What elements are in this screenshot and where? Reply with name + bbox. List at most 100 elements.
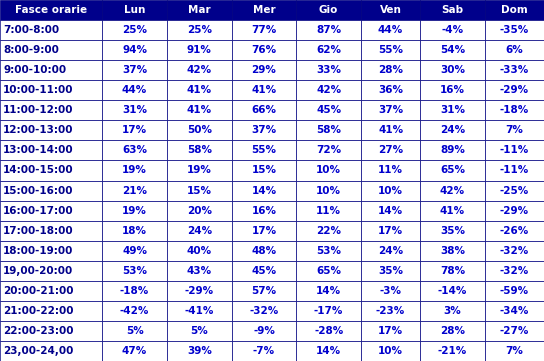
Bar (485, 100, 544, 120)
Text: -9%: -9% (253, 326, 275, 336)
Bar (0, 281, 102, 301)
Text: 18:00-19:00: 18:00-19:00 (3, 246, 73, 256)
Text: 72%: 72% (316, 145, 341, 156)
Bar (232, 281, 296, 301)
Bar (361, 341, 420, 361)
Text: -29%: -29% (500, 85, 529, 95)
Text: 7%: 7% (505, 346, 523, 356)
Text: 20:00-21:00: 20:00-21:00 (3, 286, 74, 296)
Bar (102, 301, 167, 321)
Text: 11:00-12:00: 11:00-12:00 (3, 105, 74, 115)
Bar (167, 341, 232, 361)
Text: -29%: -29% (500, 205, 529, 216)
Bar (420, 60, 485, 80)
Text: -7%: -7% (253, 346, 275, 356)
Bar (296, 20, 361, 40)
Bar (167, 321, 232, 341)
Bar (167, 60, 232, 80)
Text: 20%: 20% (187, 205, 212, 216)
Text: 58%: 58% (316, 125, 341, 135)
Bar (296, 140, 361, 160)
Bar (361, 100, 420, 120)
Text: 55%: 55% (378, 45, 403, 55)
Text: 49%: 49% (122, 246, 147, 256)
Bar (0, 60, 102, 80)
Bar (232, 261, 296, 281)
Text: 45%: 45% (316, 105, 341, 115)
Text: 10:00-11:00: 10:00-11:00 (3, 85, 74, 95)
Text: 30%: 30% (440, 65, 465, 75)
Text: -25%: -25% (500, 186, 529, 196)
Text: 66%: 66% (251, 105, 276, 115)
Text: 33%: 33% (316, 65, 341, 75)
Text: 17%: 17% (378, 226, 403, 236)
Text: 15%: 15% (251, 165, 276, 175)
Bar (0, 40, 102, 60)
Text: 25%: 25% (187, 25, 212, 35)
Bar (102, 281, 167, 301)
Text: 89%: 89% (440, 145, 465, 156)
Text: 65%: 65% (316, 266, 341, 276)
Text: 17:00-18:00: 17:00-18:00 (3, 226, 74, 236)
Bar (232, 120, 296, 140)
Text: -14%: -14% (438, 286, 467, 296)
Text: -23%: -23% (376, 306, 405, 316)
Text: -41%: -41% (184, 306, 214, 316)
Text: 37%: 37% (378, 105, 403, 115)
Text: 13:00-14:00: 13:00-14:00 (3, 145, 74, 156)
Bar (102, 100, 167, 120)
Text: -33%: -33% (500, 65, 529, 75)
Text: 11%: 11% (378, 165, 403, 175)
Bar (361, 301, 420, 321)
Bar (420, 120, 485, 140)
Text: 25%: 25% (122, 25, 147, 35)
Text: 16%: 16% (251, 205, 276, 216)
Text: -59%: -59% (500, 286, 529, 296)
Bar (167, 160, 232, 180)
Bar (420, 160, 485, 180)
Text: -26%: -26% (500, 226, 529, 236)
Bar (485, 241, 544, 261)
Bar (0, 140, 102, 160)
Bar (232, 201, 296, 221)
Bar (361, 40, 420, 60)
Text: 77%: 77% (251, 25, 276, 35)
Text: Ven: Ven (380, 5, 401, 15)
Bar (420, 321, 485, 341)
Bar (102, 160, 167, 180)
Bar (420, 341, 485, 361)
Text: -32%: -32% (249, 306, 279, 316)
Text: 19,00-20:00: 19,00-20:00 (3, 266, 73, 276)
Text: -11%: -11% (500, 165, 529, 175)
Bar (296, 201, 361, 221)
Text: -32%: -32% (500, 266, 529, 276)
Bar (167, 20, 232, 40)
Text: 22%: 22% (316, 226, 341, 236)
Bar (485, 261, 544, 281)
Text: 6%: 6% (505, 45, 523, 55)
Bar (232, 20, 296, 40)
Bar (485, 60, 544, 80)
Bar (0, 221, 102, 241)
Bar (296, 281, 361, 301)
Text: 24%: 24% (187, 226, 212, 236)
Bar (0, 160, 102, 180)
Bar (296, 80, 361, 100)
Text: 44%: 44% (122, 85, 147, 95)
Bar (361, 261, 420, 281)
Bar (485, 281, 544, 301)
Text: 17%: 17% (378, 326, 403, 336)
Text: 57%: 57% (251, 286, 276, 296)
Bar (167, 180, 232, 201)
Text: -35%: -35% (500, 25, 529, 35)
Bar (232, 160, 296, 180)
Bar (167, 241, 232, 261)
Bar (232, 140, 296, 160)
Bar (232, 40, 296, 60)
Bar (296, 40, 361, 60)
Bar (296, 0, 361, 20)
Text: 65%: 65% (440, 165, 465, 175)
Bar (296, 160, 361, 180)
Bar (167, 201, 232, 221)
Bar (232, 221, 296, 241)
